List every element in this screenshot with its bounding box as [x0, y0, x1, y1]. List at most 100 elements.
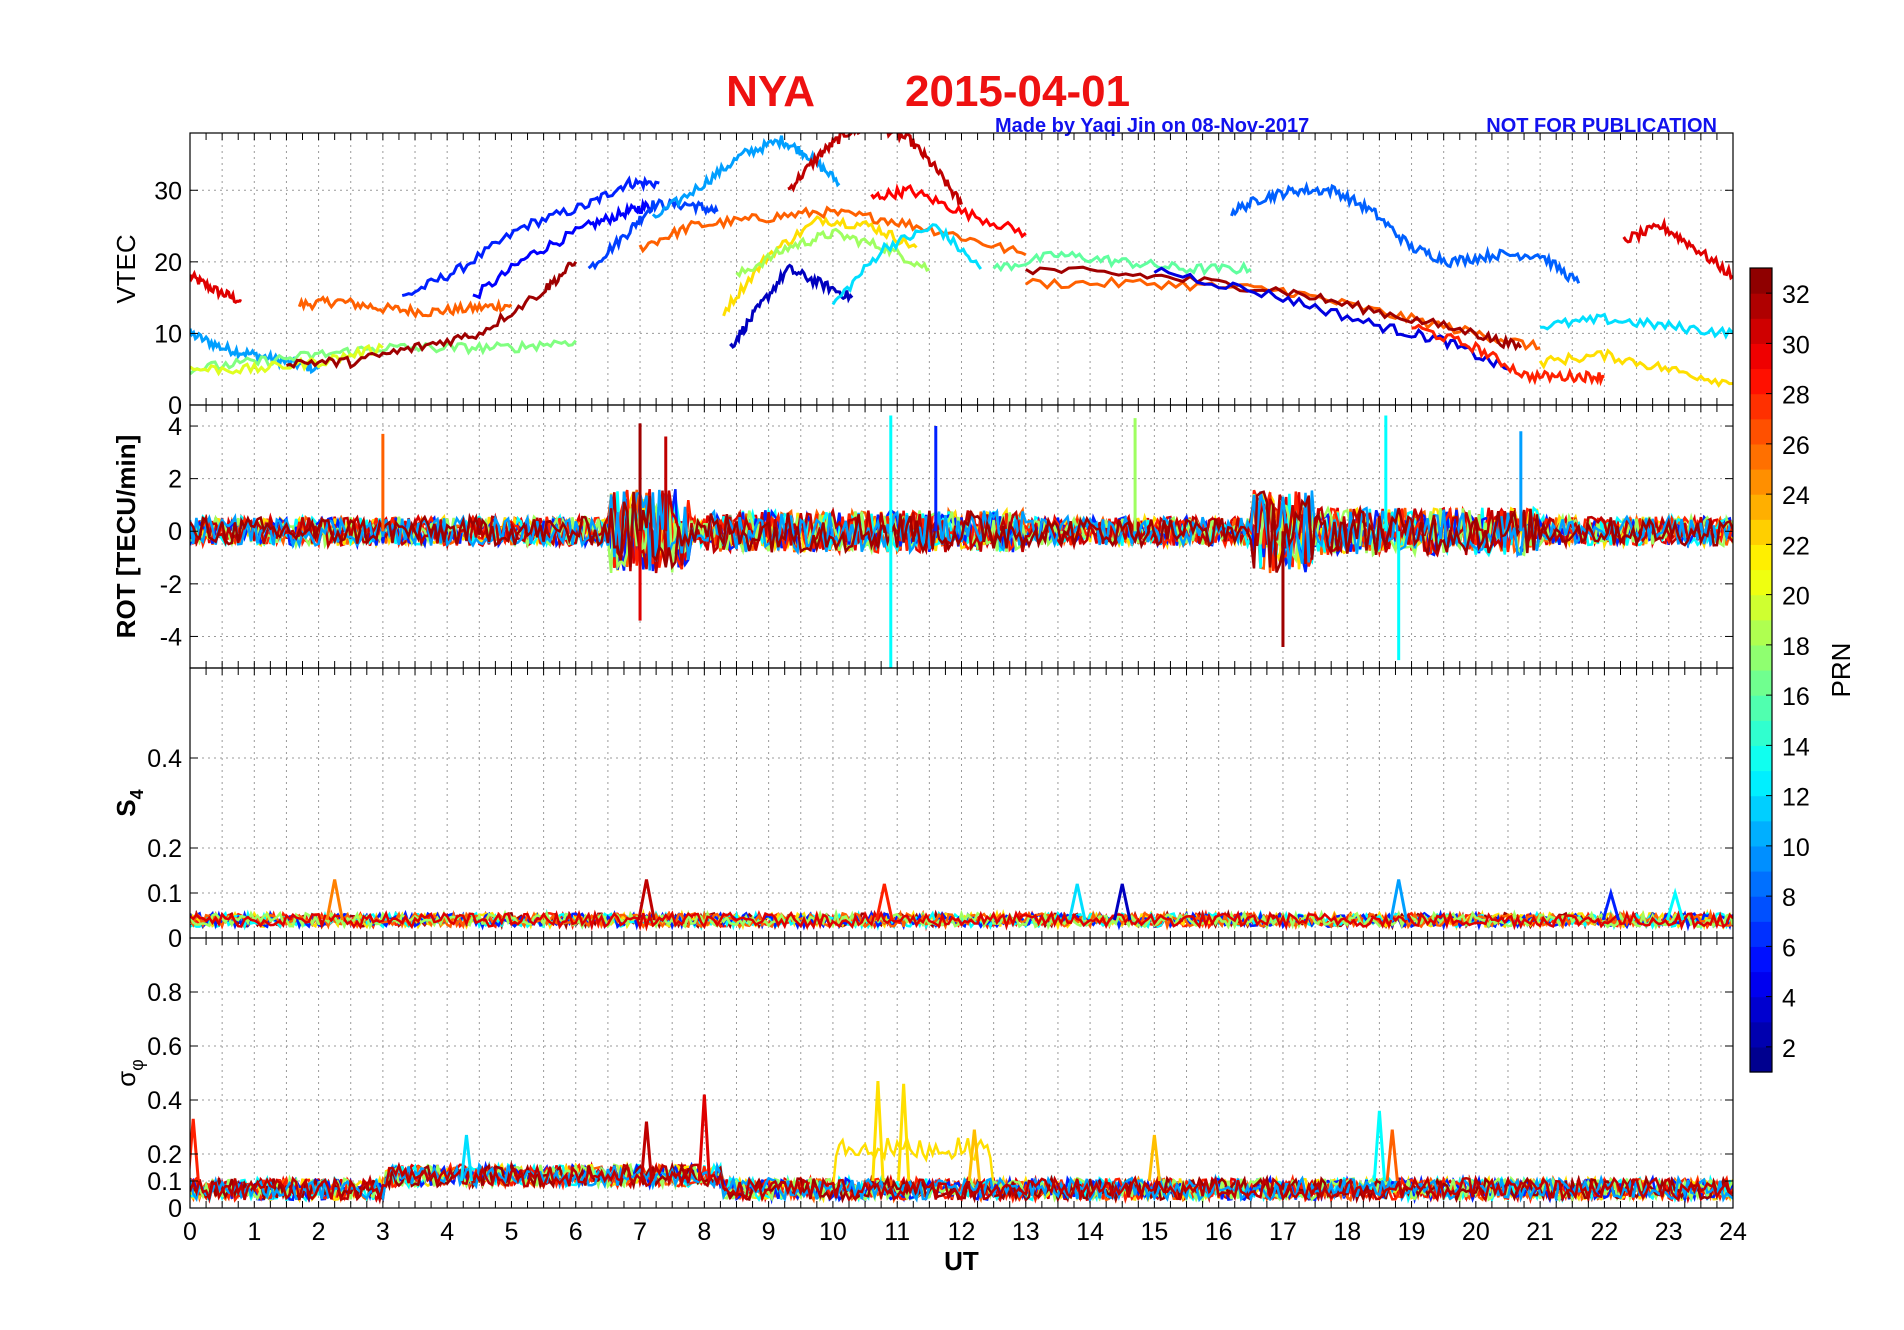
- s4-peak: [1113, 883, 1132, 921]
- xlabel: UT: [944, 1246, 979, 1276]
- colorbar-swatch: [1750, 946, 1772, 973]
- x-tick-label: 19: [1398, 1218, 1426, 1246]
- vtec-series-prn-6: [401, 175, 660, 298]
- vtec-series-prn-22: [1538, 348, 1733, 388]
- y-tick-label: 0: [168, 1195, 182, 1223]
- y-tick-label: -2: [160, 571, 182, 599]
- colorbar-tick-label: 14: [1782, 733, 1810, 761]
- colorbar-swatch: [1750, 594, 1772, 621]
- ylabel-sigma_phi: σφ: [111, 1059, 147, 1087]
- x-tick-label: 21: [1526, 1218, 1554, 1246]
- vtec-series-prn-32: [285, 261, 578, 370]
- sigma-peak: [1147, 1134, 1162, 1182]
- colorbar-tick-label: 32: [1782, 281, 1810, 309]
- colorbar-tick-label: 8: [1782, 884, 1796, 912]
- vtec-series-prn-20: [190, 342, 384, 377]
- x-tick-label: 12: [948, 1218, 976, 1246]
- colorbar-swatch: [1750, 770, 1772, 797]
- ylabel-VTEC: VTEC: [111, 234, 141, 303]
- x-tick-label: 15: [1140, 1218, 1168, 1246]
- sigma-peak: [896, 1083, 911, 1182]
- vtec-series-prn-18: [735, 227, 930, 279]
- s4-peak: [637, 879, 656, 921]
- colorbar-tick-label: 22: [1782, 532, 1810, 560]
- x-tick-label: 0: [183, 1218, 197, 1246]
- colorbar-tick-label: 2: [1782, 1035, 1796, 1063]
- colorbar-label: PRN: [1826, 643, 1856, 698]
- y-tick-label: 0.6: [147, 1033, 182, 1061]
- x-tick-label: 22: [1591, 1218, 1619, 1246]
- vtec-series-prn-12: [831, 223, 983, 306]
- sigma-peak: [639, 1121, 654, 1182]
- panel-S4: 0 0.1 0.2 0.4S4: [111, 667, 1734, 953]
- credit-made-by: Made by Yaqi Jin on 08-Nov-2017: [995, 115, 1309, 137]
- s4-peak: [1068, 883, 1087, 921]
- colorbar-tick-label: 16: [1782, 683, 1810, 711]
- y-tick-label: 0.1: [147, 1168, 182, 1196]
- vtec-series-prn-29: [870, 183, 1027, 239]
- vtec-series-prn-17: [190, 339, 577, 376]
- colorbar-frame: [1749, 267, 1773, 1073]
- x-tick-label: 23: [1655, 1218, 1683, 1246]
- sigma-peak: [1372, 1110, 1387, 1182]
- colorbar-swatch: [1750, 519, 1772, 545]
- vtec-series-prn-12: [1540, 312, 1733, 340]
- x-tick-label: 8: [697, 1218, 711, 1246]
- vtec-series-prn-10: [190, 328, 320, 375]
- vtec-series-prn-30: [190, 269, 242, 304]
- vtec-series-prn-30: [1622, 216, 1733, 281]
- colorbar-swatch: [1750, 469, 1772, 495]
- y-tick-label: 0.1: [147, 880, 182, 908]
- y-tick-label: 0: [168, 518, 182, 546]
- credit-notice: NOT FOR PUBLICATION: [1486, 115, 1717, 137]
- vtec-series-prn-26: [638, 205, 1027, 257]
- data-VTEC: [190, 133, 1733, 388]
- y-tick-label: -4: [160, 623, 182, 651]
- x-tick-label: 24: [1719, 1218, 1747, 1246]
- rot-series-prn-32: [190, 490, 1733, 573]
- vtec-series-prn-4: [1153, 266, 1509, 371]
- vtec-series-prn-31: [787, 133, 963, 209]
- y-tick-label: 2: [168, 466, 182, 494]
- grid-S4: [189, 668, 1734, 939]
- ylabel-S4: S4: [111, 789, 147, 816]
- y-tick-label: 30: [154, 177, 182, 205]
- s4-peak: [325, 879, 344, 921]
- colorbar-tick-label: 26: [1782, 432, 1810, 460]
- s4-peak: [1665, 887, 1685, 921]
- y-tick-label: 20: [154, 249, 182, 277]
- x-tick-label: 6: [569, 1218, 583, 1246]
- colorbar-swatch: [1750, 293, 1772, 319]
- data-S4: [190, 879, 1733, 932]
- s4-series-prn-18: [190, 908, 1733, 931]
- colorbar-tick-label: 4: [1782, 985, 1796, 1013]
- x-tick-label: 9: [762, 1218, 776, 1246]
- x-tick-label: 4: [440, 1218, 454, 1246]
- vtec-series-prn-8: [1372, 207, 1581, 284]
- s4-peak: [1389, 879, 1408, 921]
- x-tick-label: 16: [1205, 1218, 1233, 1246]
- colorbar-swatch: [1750, 494, 1772, 520]
- colorbar-swatch: [1750, 619, 1772, 646]
- y-tick-label: 10: [154, 320, 182, 348]
- sigma-peak: [871, 1081, 885, 1182]
- vtec-series-prn-26: [297, 295, 513, 319]
- y-tick-label: 0.4: [147, 745, 182, 773]
- vtec-series-prn-8: [1230, 180, 1375, 217]
- colorbar-tick-label: 24: [1782, 482, 1810, 510]
- y-tick-label: 0.2: [147, 1141, 182, 1169]
- vtec-series-prn-28: [1411, 323, 1605, 387]
- colorbar-swatch: [1750, 971, 1772, 998]
- colorbar-swatch: [1750, 871, 1772, 897]
- colorbar-tick-label: 28: [1782, 382, 1810, 410]
- colorbar-swatch: [1750, 318, 1772, 344]
- x-tick-label: 18: [1333, 1218, 1361, 1246]
- data-ROT: [190, 415, 1733, 668]
- rot-series-prn-10: [190, 489, 1733, 571]
- colorbar-swatch: [1750, 820, 1772, 847]
- colorbar-swatch: [1750, 268, 1772, 294]
- x-tick-label: 13: [1012, 1218, 1040, 1246]
- colorbar-swatch: [1750, 921, 1772, 947]
- x-tick-label: 3: [376, 1218, 390, 1246]
